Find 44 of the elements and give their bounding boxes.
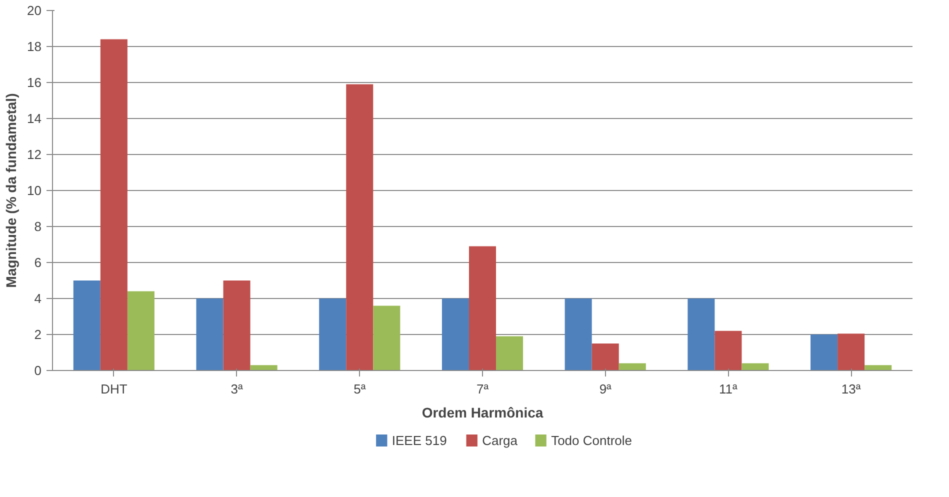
bar: [100, 39, 128, 370]
legend-label: IEEE 519: [392, 433, 447, 448]
bar: [810, 334, 838, 370]
bar: [73, 280, 100, 370]
bar: [688, 298, 715, 370]
y-tick-label: 18: [27, 39, 42, 54]
x-tick-label: 13ª: [841, 382, 861, 396]
y-tick-label: 8: [34, 219, 42, 234]
bar: [250, 365, 278, 370]
y-tick-label: 6: [34, 255, 42, 270]
bar: [223, 280, 250, 370]
bar: [319, 298, 346, 370]
bar: [346, 84, 374, 370]
bar: [496, 336, 524, 370]
bar: [564, 298, 592, 370]
y-tick-label: 20: [27, 3, 42, 18]
y-axis-title: Magnitude (% da fundametal): [3, 93, 20, 288]
x-tick-label: DHT: [100, 382, 128, 396]
bar: [196, 298, 224, 370]
bar: [373, 306, 400, 370]
y-tick-label: 14: [27, 111, 42, 126]
bar: [442, 298, 469, 370]
y-tick-label: 10: [27, 183, 42, 198]
y-tick-label: 0: [34, 363, 42, 378]
legend-label: Todo Controle: [551, 433, 632, 448]
bar: [864, 365, 892, 370]
bar: [468, 246, 496, 370]
x-tick-label: 3ª: [230, 382, 243, 396]
legend-label: Carga: [482, 433, 518, 448]
x-tick-label: 11ª: [719, 382, 738, 396]
y-tick-label: 16: [27, 75, 42, 90]
x-tick-label: 7ª: [476, 382, 489, 396]
bar: [742, 363, 769, 370]
y-tick-label: 12: [27, 147, 42, 162]
bar: [714, 330, 742, 370]
bar: [618, 363, 646, 370]
x-tick-label: 5ª: [354, 382, 366, 396]
x-tick-label: 9ª: [599, 382, 612, 396]
bar: [127, 291, 154, 370]
y-tick-label: 4: [34, 291, 42, 306]
y-tick-label: 2: [34, 327, 42, 342]
x-axis-title: Ordem Harmônica: [422, 404, 544, 420]
bar: [592, 344, 619, 370]
bar: [838, 334, 865, 370]
